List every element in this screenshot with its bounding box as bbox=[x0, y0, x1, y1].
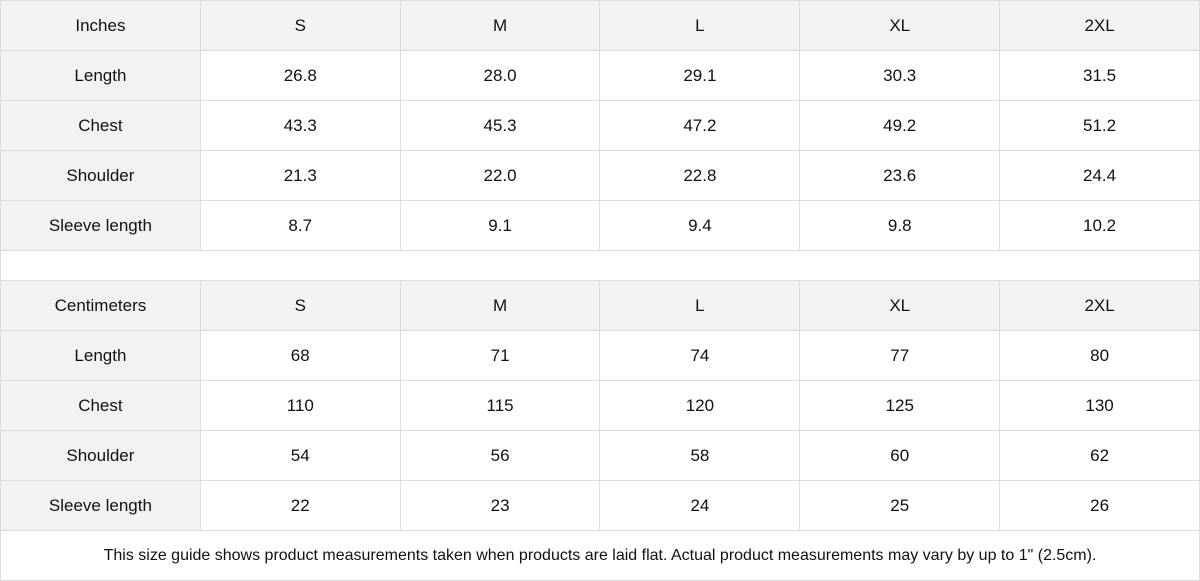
size-header: S bbox=[199, 0, 401, 51]
measurement-value: 74 bbox=[599, 330, 801, 381]
measurement-value: 25 bbox=[799, 480, 1001, 531]
measurement-value: 24.4 bbox=[999, 150, 1200, 201]
table-row: Length 68 71 74 77 80 bbox=[0, 330, 1200, 381]
footer-row: This size guide shows product measuremen… bbox=[0, 530, 1200, 581]
table-row: Chest 110 115 120 125 130 bbox=[0, 380, 1200, 431]
measurement-value: 60 bbox=[799, 430, 1001, 481]
size-header: L bbox=[599, 280, 801, 331]
measurement-value: 9.4 bbox=[599, 200, 801, 251]
table-spacer bbox=[0, 250, 1200, 281]
measurement-value: 23 bbox=[399, 480, 601, 531]
size-header: S bbox=[199, 280, 401, 331]
measurement-value: 45.3 bbox=[399, 100, 601, 151]
measurement-value: 22.8 bbox=[599, 150, 801, 201]
measurement-value: 51.2 bbox=[999, 100, 1200, 151]
measurement-label: Sleeve length bbox=[0, 200, 201, 251]
table-row: Shoulder 21.3 22.0 22.8 23.6 24.4 bbox=[0, 150, 1200, 201]
measurement-value: 47.2 bbox=[599, 100, 801, 151]
measurement-value: 49.2 bbox=[799, 100, 1001, 151]
size-header: M bbox=[399, 280, 601, 331]
size-header: 2XL bbox=[999, 0, 1200, 51]
measurement-value: 22 bbox=[199, 480, 401, 531]
spacer-cell bbox=[0, 250, 1200, 281]
measurement-value: 29.1 bbox=[599, 50, 801, 101]
measurement-value: 9.1 bbox=[399, 200, 601, 251]
measurement-value: 21.3 bbox=[199, 150, 401, 201]
measurement-value: 9.8 bbox=[799, 200, 1001, 251]
measurement-value: 68 bbox=[199, 330, 401, 381]
measurement-value: 43.3 bbox=[199, 100, 401, 151]
measurement-value: 80 bbox=[999, 330, 1200, 381]
size-header: XL bbox=[799, 0, 1001, 51]
table-row: Length 26.8 28.0 29.1 30.3 31.5 bbox=[0, 50, 1200, 101]
measurement-value: 110 bbox=[199, 380, 401, 431]
measurement-value: 125 bbox=[799, 380, 1001, 431]
measurement-value: 28.0 bbox=[399, 50, 601, 101]
measurement-value: 26.8 bbox=[199, 50, 401, 101]
measurement-value: 10.2 bbox=[999, 200, 1200, 251]
measurement-value: 54 bbox=[199, 430, 401, 481]
measurement-label: Length bbox=[0, 330, 201, 381]
measurement-value: 56 bbox=[399, 430, 601, 481]
measurement-label: Chest bbox=[0, 380, 201, 431]
measurement-label: Chest bbox=[0, 100, 201, 151]
measurement-value: 30.3 bbox=[799, 50, 1001, 101]
measurement-value: 77 bbox=[799, 330, 1001, 381]
measurement-value: 130 bbox=[999, 380, 1200, 431]
table-row: Sleeve length 8.7 9.1 9.4 9.8 10.2 bbox=[0, 200, 1200, 251]
size-header: XL bbox=[799, 280, 1001, 331]
measurement-value: 120 bbox=[599, 380, 801, 431]
measurement-value: 24 bbox=[599, 480, 801, 531]
measurement-value: 26 bbox=[999, 480, 1200, 531]
footer-note: This size guide shows product measuremen… bbox=[0, 530, 1200, 581]
table-header-row: Centimeters S M L XL 2XL bbox=[0, 280, 1200, 331]
measurement-label: Shoulder bbox=[0, 430, 201, 481]
size-header: 2XL bbox=[999, 280, 1200, 331]
measurement-value: 115 bbox=[399, 380, 601, 431]
table-row: Sleeve length 22 23 24 25 26 bbox=[0, 480, 1200, 531]
table-row: Shoulder 54 56 58 60 62 bbox=[0, 430, 1200, 481]
measurement-value: 8.7 bbox=[199, 200, 401, 251]
measurement-value: 22.0 bbox=[399, 150, 601, 201]
measurement-value: 31.5 bbox=[999, 50, 1200, 101]
table-header-row: Inches S M L XL 2XL bbox=[0, 0, 1200, 51]
measurement-value: 23.6 bbox=[799, 150, 1001, 201]
size-header: M bbox=[399, 0, 601, 51]
unit-header: Inches bbox=[0, 0, 201, 51]
measurement-value: 62 bbox=[999, 430, 1200, 481]
measurement-label: Shoulder bbox=[0, 150, 201, 201]
measurement-value: 58 bbox=[599, 430, 801, 481]
measurement-label: Sleeve length bbox=[0, 480, 201, 531]
size-header: L bbox=[599, 0, 801, 51]
measurement-value: 71 bbox=[399, 330, 601, 381]
unit-header: Centimeters bbox=[0, 280, 201, 331]
measurement-label: Length bbox=[0, 50, 201, 101]
table-row: Chest 43.3 45.3 47.2 49.2 51.2 bbox=[0, 100, 1200, 151]
